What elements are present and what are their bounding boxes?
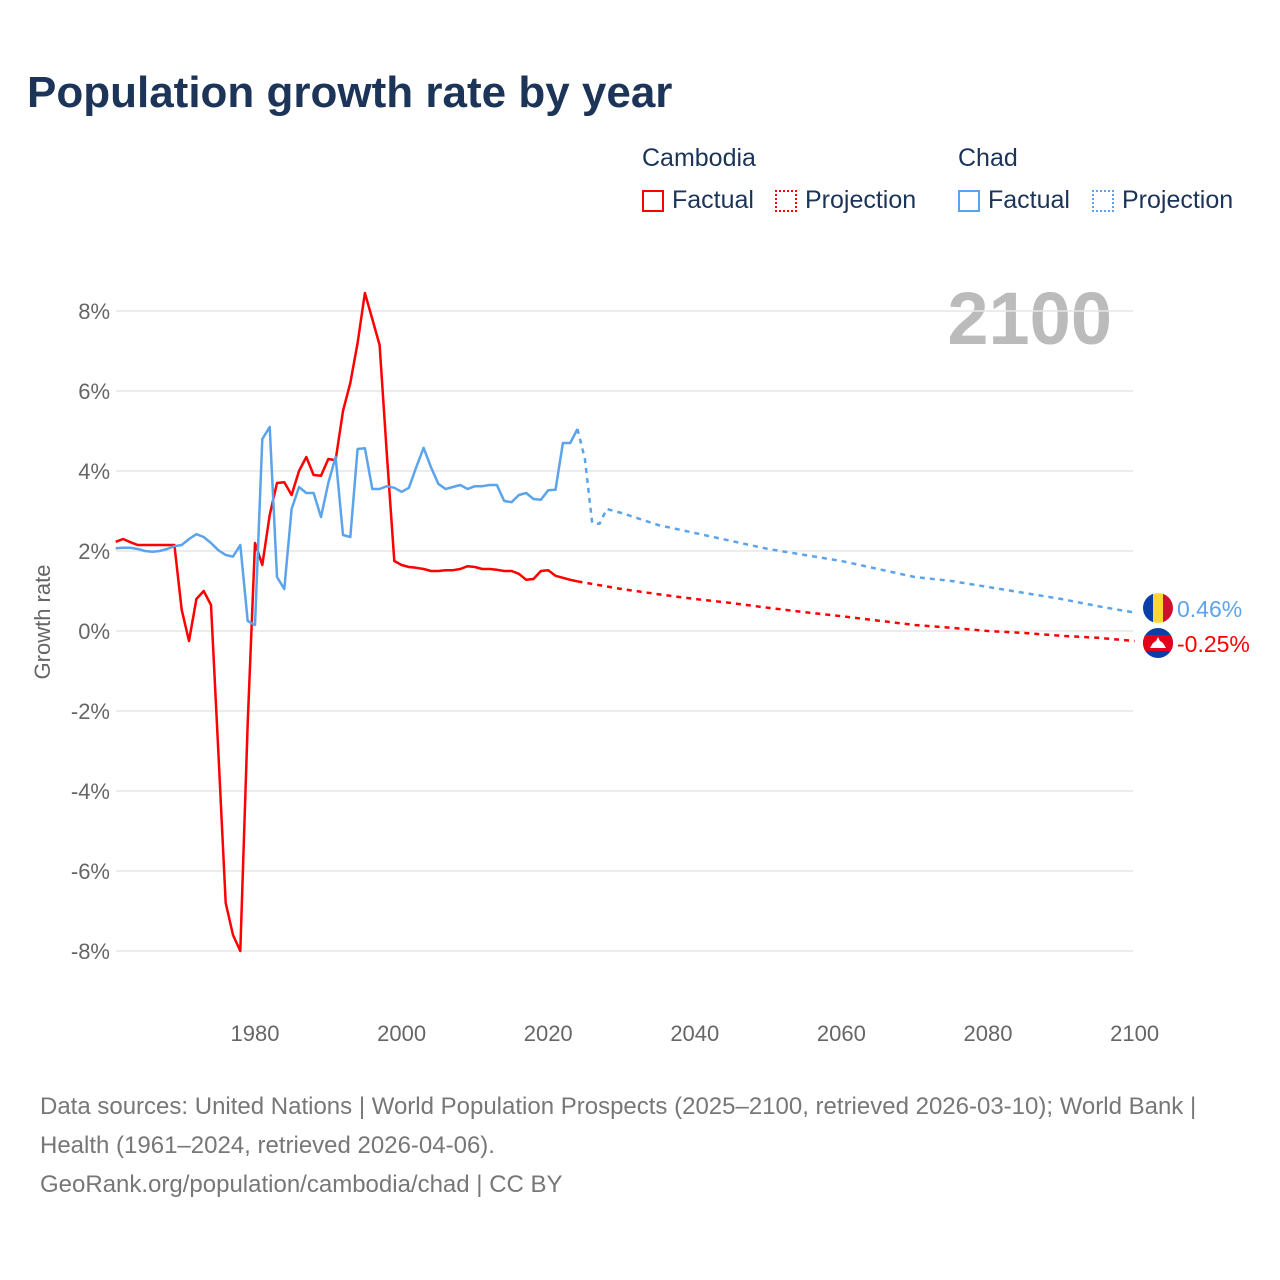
series-chad-factual bbox=[115, 425, 579, 627]
x-tick-label: 1980 bbox=[231, 1021, 280, 1046]
series-cambodia-factual bbox=[115, 291, 578, 953]
x-tick-label: 2080 bbox=[964, 1021, 1013, 1046]
series-cambodia-projection bbox=[577, 580, 1135, 643]
current-year-display: 2100 bbox=[947, 277, 1112, 360]
footer: Data sources: United Nations | World Pop… bbox=[40, 1087, 1240, 1204]
y-tick-label: 6% bbox=[78, 379, 110, 404]
y-tick-label: 0% bbox=[78, 619, 110, 644]
x-tick-label: 2000 bbox=[377, 1021, 426, 1046]
legend-label: Factual bbox=[988, 186, 1070, 214]
legend-swatch-dotted bbox=[1092, 189, 1114, 212]
end-label-cambodia: -0.25% bbox=[1177, 631, 1250, 657]
data-sources: Data sources: United Nations | World Pop… bbox=[40, 1093, 1197, 1159]
legend-cambodia-factual[interactable]: Factual bbox=[642, 186, 754, 215]
series-chad-projection bbox=[576, 428, 1135, 614]
x-tick-label: 2060 bbox=[817, 1021, 866, 1046]
y-axis-label: Growth rate bbox=[30, 565, 55, 680]
y-tick-label: 8% bbox=[78, 299, 110, 324]
y-tick-label: 4% bbox=[78, 459, 110, 484]
y-tick-label: -2% bbox=[71, 699, 110, 724]
y-tick-label: -8% bbox=[71, 939, 110, 964]
end-label-chad: 0.46% bbox=[1177, 596, 1242, 622]
attribution-link[interactable]: GeoRank.org/population/cambodia/chad | C… bbox=[40, 1171, 563, 1198]
y-tick-label: 2% bbox=[78, 539, 110, 564]
legend-chad-projection[interactable]: Projection bbox=[1092, 186, 1233, 215]
legend-swatch-solid bbox=[642, 189, 664, 212]
legend-swatch-solid bbox=[958, 189, 980, 212]
legend-swatch-dotted bbox=[775, 189, 797, 212]
y-tick-label: -4% bbox=[71, 779, 110, 804]
legend-label: Factual bbox=[672, 186, 754, 214]
legend-cambodia-projection[interactable]: Projection bbox=[775, 186, 916, 215]
legend-group-cambodia: Cambodia bbox=[642, 144, 756, 172]
y-tick-label: -6% bbox=[71, 859, 110, 884]
legend-group-chad: Chad bbox=[958, 144, 1018, 172]
legend-label: Projection bbox=[805, 186, 917, 214]
x-tick-label: 2020 bbox=[524, 1021, 573, 1046]
x-tick-label: 2100 bbox=[1110, 1021, 1159, 1046]
x-tick-label: 2040 bbox=[670, 1021, 719, 1046]
legend-label: Projection bbox=[1122, 186, 1234, 214]
legend-chad-factual[interactable]: Factual bbox=[958, 186, 1070, 215]
flag-chad-icon bbox=[1143, 593, 1173, 623]
flag-cambodia-icon bbox=[1143, 628, 1173, 658]
chart-title: Population growth rate by year bbox=[27, 68, 673, 117]
